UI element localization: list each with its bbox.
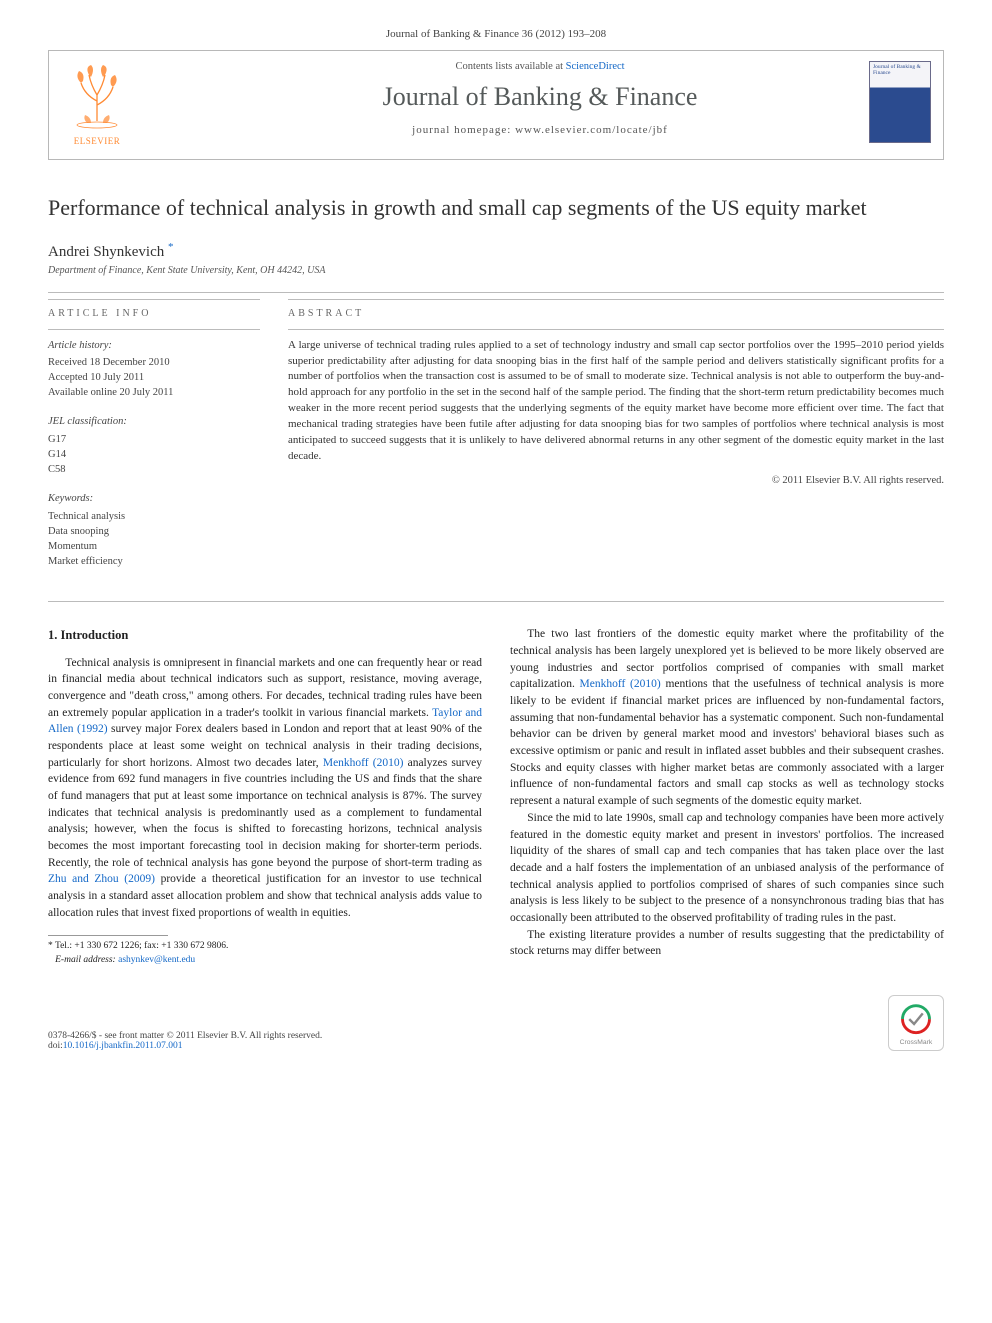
body-paragraph: Technical analysis is omnipresent in fin…: [48, 655, 482, 922]
keywords-label: Keywords:: [48, 491, 260, 506]
crossmark-badge[interactable]: CrossMark: [888, 995, 944, 1051]
page-footer: 0378-4266/$ - see front matter © 2011 El…: [48, 995, 944, 1051]
journal-homepage-line: journal homepage: www.elsevier.com/locat…: [149, 124, 931, 136]
body-paragraph: The two last frontiers of the domestic e…: [510, 626, 944, 809]
jel-code: G17: [48, 432, 260, 447]
sciencedirect-link[interactable]: ScienceDirect: [566, 61, 625, 72]
received-date: Received 18 December 2010: [48, 355, 260, 370]
author-affiliation: Department of Finance, Kent State Univer…: [48, 265, 944, 276]
citation-link[interactable]: Menkhoff (2010): [580, 678, 661, 690]
jel-code: G14: [48, 447, 260, 462]
keyword: Data snooping: [48, 524, 260, 539]
body-paragraph: Since the mid to late 1990s, small cap a…: [510, 810, 944, 927]
email-label: E-mail address:: [55, 955, 118, 965]
divider: [288, 299, 944, 300]
body-text: Technical analysis is omnipresent in fin…: [48, 657, 482, 719]
accepted-date: Accepted 10 July 2011: [48, 370, 260, 385]
history-label: Article history:: [48, 338, 260, 353]
article-title: Performance of technical analysis in gro…: [48, 194, 944, 223]
journal-cover-thumbnail: Journal of Banking & Finance: [869, 61, 931, 143]
body-columns: 1. Introduction Technical analysis is om…: [48, 626, 944, 966]
abstract-copyright: © 2011 Elsevier B.V. All rights reserved…: [288, 475, 944, 486]
body-text: analyzes survey evidence from 692 fund m…: [48, 757, 482, 869]
homepage-prefix: journal homepage:: [412, 124, 515, 136]
body-text: Since the mid to late 1990s, small cap a…: [510, 812, 944, 924]
divider: [288, 329, 944, 330]
article-info-column: ARTICLE INFO Article history: Received 1…: [48, 299, 260, 584]
corresponding-author-link[interactable]: *: [168, 241, 174, 253]
tel-value: +1 330 672 1226: [74, 941, 139, 951]
elsevier-logo: ELSEVIER: [61, 61, 133, 149]
jel-block: JEL classification: G17 G14 C58: [48, 414, 260, 477]
citation-link[interactable]: Menkhoff (2010): [323, 757, 404, 769]
divider: [48, 299, 260, 300]
article-history-block: Article history: Received 18 December 20…: [48, 338, 260, 401]
keywords-block: Keywords: Technical analysis Data snoopi…: [48, 491, 260, 569]
jel-label: JEL classification:: [48, 414, 260, 429]
divider: [48, 329, 260, 330]
cover-thumb-title: Journal of Banking & Finance: [870, 62, 930, 78]
crossmark-icon: CrossMark: [889, 996, 943, 1050]
abstract-column: ABSTRACT A large universe of technical t…: [288, 299, 944, 584]
homepage-url: www.elsevier.com/locate/jbf: [515, 124, 668, 136]
info-abstract-row: ARTICLE INFO Article history: Received 1…: [48, 299, 944, 584]
doi-link[interactable]: 10.1016/j.jbankfin.2011.07.001: [63, 1041, 183, 1051]
footnote-rule: [48, 935, 168, 936]
article-info-heading: ARTICLE INFO: [48, 308, 260, 319]
header-citation: Journal of Banking & Finance 36 (2012) 1…: [48, 28, 944, 40]
contents-prefix: Contents lists available at: [455, 61, 565, 72]
contents-available-line: Contents lists available at ScienceDirec…: [149, 61, 931, 72]
journal-header-box: ELSEVIER Contents lists available at Sci…: [48, 50, 944, 160]
author-email-link[interactable]: ashynkev@kent.edu: [118, 955, 195, 965]
author-name: Andrei Shynkevich: [48, 244, 164, 260]
body-paragraph: The existing literature provides a numbe…: [510, 927, 944, 960]
issn-line: 0378-4266/$ - see front matter © 2011 El…: [48, 1031, 322, 1041]
divider: [48, 292, 944, 293]
keyword: Momentum: [48, 539, 260, 554]
jel-code: C58: [48, 462, 260, 477]
abstract-text: A large universe of technical trading ru…: [288, 338, 944, 466]
author-line: Andrei Shynkevich *: [48, 239, 944, 261]
keyword: Technical analysis: [48, 509, 260, 524]
body-text: The existing literature provides a numbe…: [510, 929, 944, 958]
citation-link[interactable]: Zhu and Zhou (2009): [48, 873, 155, 885]
fax-value: +1 330 672 9806.: [161, 941, 228, 951]
elsevier-tree-icon: [61, 61, 133, 131]
elsevier-wordmark: ELSEVIER: [61, 136, 133, 146]
divider: [48, 601, 944, 602]
online-date: Available online 20 July 2011: [48, 385, 260, 400]
journal-name: Journal of Banking & Finance: [149, 82, 931, 112]
doi-label: doi:: [48, 1041, 63, 1051]
footer-left: 0378-4266/$ - see front matter © 2011 El…: [48, 1031, 322, 1051]
corresponding-author-footnote: * Tel.: +1 330 672 1226; fax: +1 330 672…: [48, 940, 482, 967]
fax-label: ; fax:: [139, 941, 161, 951]
section-heading-introduction: 1. Introduction: [48, 626, 482, 644]
body-text: mentions that the usefulness of technica…: [510, 678, 944, 807]
keyword: Market efficiency: [48, 554, 260, 569]
tel-label: * Tel.:: [48, 941, 74, 951]
svg-text:CrossMark: CrossMark: [900, 1039, 933, 1046]
abstract-heading: ABSTRACT: [288, 308, 944, 319]
